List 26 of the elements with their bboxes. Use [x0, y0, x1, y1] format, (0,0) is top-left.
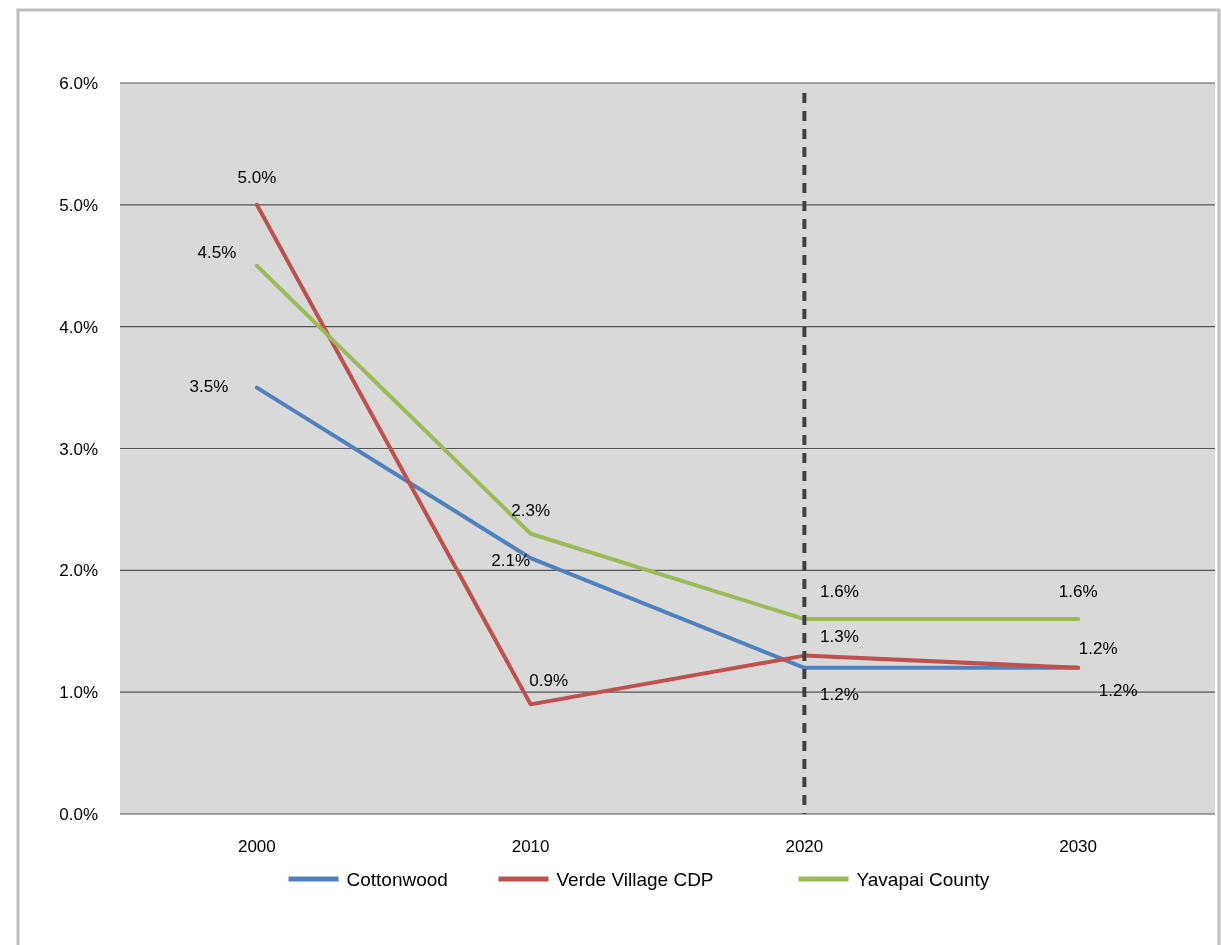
data-label: 1.2%: [820, 684, 859, 704]
y-tick-label: 6.0%: [59, 74, 98, 93]
x-tick-label: 2000: [237, 837, 276, 856]
y-tick-label: 1.0%: [59, 683, 98, 703]
data-label: 2.3%: [511, 500, 550, 520]
data-label: 1.6%: [820, 582, 859, 602]
data-label: 3.5%: [189, 376, 229, 396]
data-label: 0.9%: [529, 671, 568, 691]
x-tick-label: 2010: [511, 837, 550, 856]
y-tick-label: 5.0%: [59, 195, 98, 215]
data-label: 1.3%: [820, 626, 859, 646]
data-label: 1.2%: [1098, 680, 1138, 700]
legend-label: Yavapai County: [856, 869, 990, 890]
data-label: 2.1%: [491, 551, 530, 571]
x-tick-label: 2030: [1059, 837, 1098, 856]
data-label: 5.0%: [237, 167, 277, 187]
y-tick-label: 2.0%: [59, 561, 98, 581]
y-tick-label: 0.0%: [59, 805, 98, 824]
x-tick-label: 2020: [785, 837, 824, 856]
y-tick-label: 3.0%: [59, 439, 98, 459]
legend-label: Cottonwood: [346, 869, 448, 890]
legend-label: Verde Village CDP: [556, 869, 714, 890]
data-label: 4.5%: [197, 242, 237, 262]
data-label: 1.6%: [1058, 582, 1098, 602]
y-tick-label: 4.0%: [59, 317, 98, 337]
data-label: 1.2%: [1078, 638, 1118, 658]
